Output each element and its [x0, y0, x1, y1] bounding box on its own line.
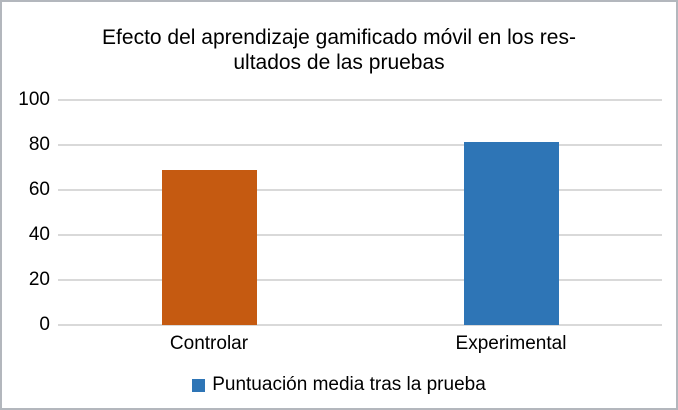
x-label-experimental: Experimental — [455, 333, 567, 354]
gridline-40 — [58, 234, 662, 236]
x-label-controlar: Controlar — [169, 333, 249, 354]
gridline-60 — [58, 189, 662, 191]
y-tick-label-40: 40 — [28, 224, 50, 245]
legend: Puntuación media tras la prueba — [0, 375, 678, 395]
bar-experimental — [463, 141, 559, 325]
gridline-20 — [58, 279, 662, 281]
y-tick-label-20: 20 — [28, 269, 50, 290]
y-tick-label-100: 100 — [18, 89, 50, 110]
y-tick-label-60: 60 — [28, 179, 50, 200]
legend-label: Puntuación media tras la prueba — [212, 374, 486, 395]
chart-title-line-2: ultados de las pruebas — [233, 51, 445, 74]
gridline-80 — [58, 144, 662, 146]
plot-area — [58, 99, 662, 326]
y-tick-label-0: 0 — [39, 314, 50, 335]
gridline-100 — [58, 99, 662, 101]
legend-marker-icon — [192, 378, 206, 392]
y-tick-label-80: 80 — [28, 134, 50, 155]
chart-title: Efecto del aprendizaje gamificado móvil … — [0, 25, 678, 75]
chart-title-line-1: Efecto del aprendizaje gamificado móvil … — [102, 26, 576, 49]
bar-controlar — [161, 170, 257, 325]
gridline-0 — [58, 324, 662, 326]
